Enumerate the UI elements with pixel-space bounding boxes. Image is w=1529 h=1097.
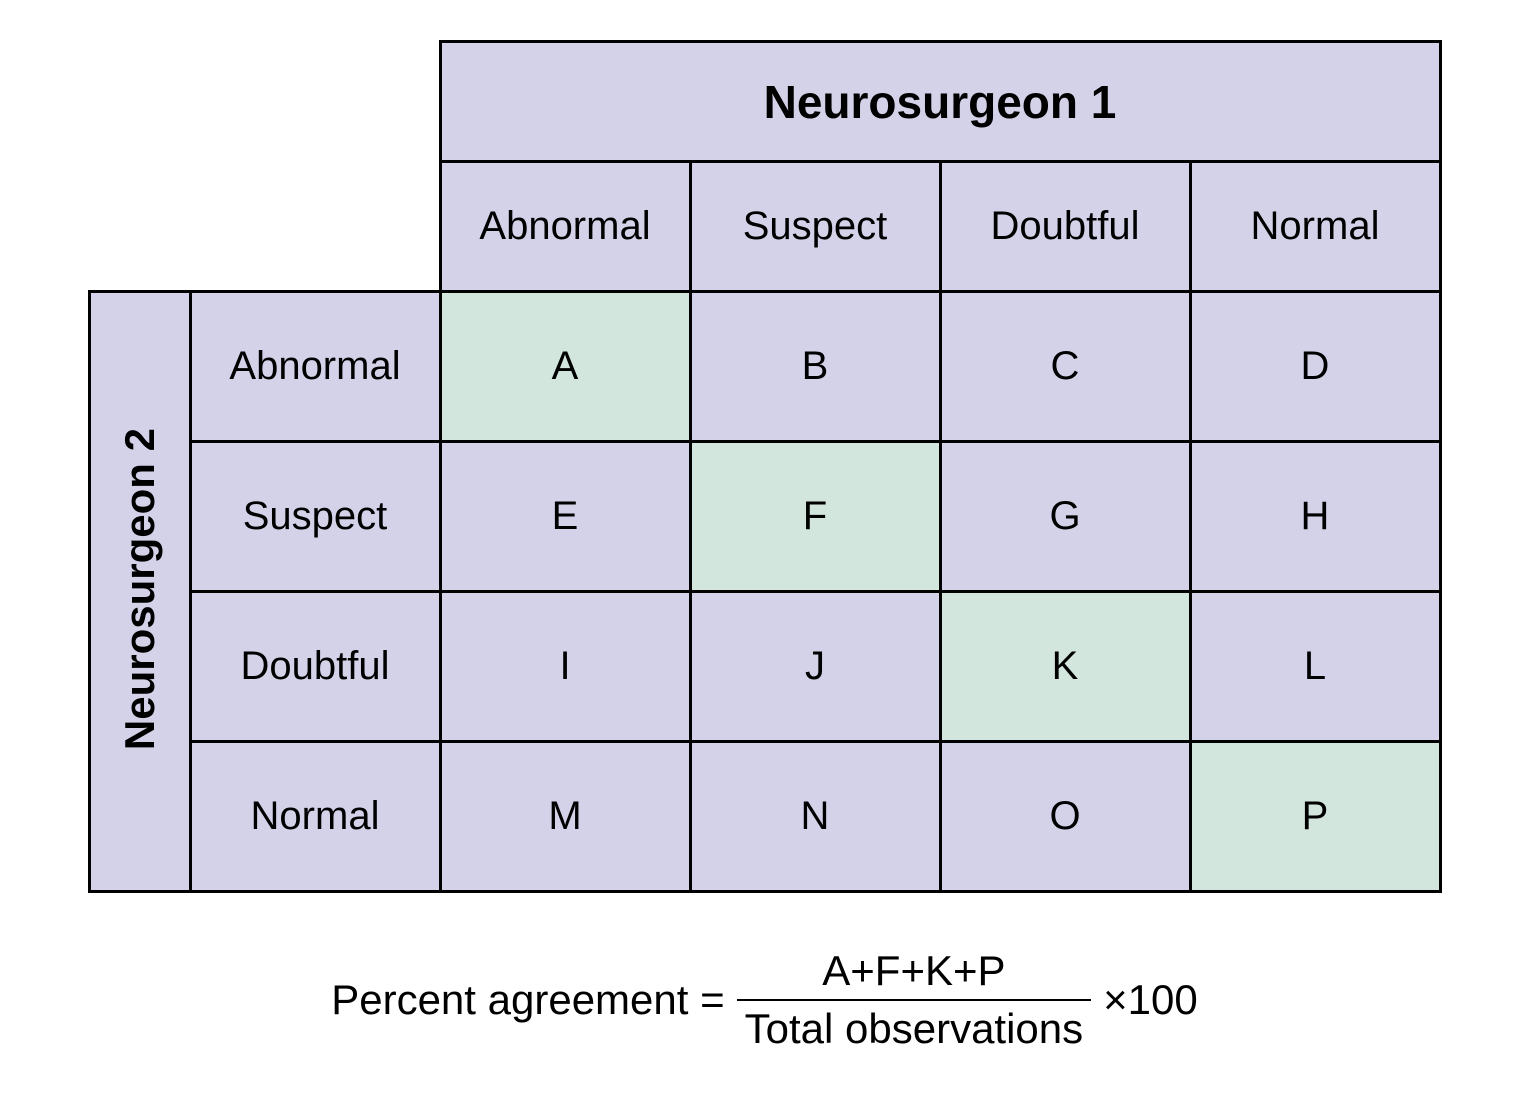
- formula-fraction: A+F+K+P Total observations: [737, 943, 1092, 1057]
- data-cell: K: [940, 592, 1190, 742]
- data-cell: F: [690, 442, 940, 592]
- data-cell: A: [440, 292, 690, 442]
- agreement-diagram: Neurosurgeon 1AbnormalSuspectDoubtfulNor…: [88, 40, 1442, 1057]
- data-cell: D: [1190, 292, 1440, 442]
- data-cell: O: [940, 742, 1190, 892]
- row-header: Normal: [190, 742, 440, 892]
- data-cell: G: [940, 442, 1190, 592]
- table-wrap: Neurosurgeon 1AbnormalSuspectDoubtfulNor…: [88, 40, 1442, 893]
- data-cell: J: [690, 592, 940, 742]
- row-header: Doubtful: [190, 592, 440, 742]
- data-cell: I: [440, 592, 690, 742]
- row-group-header: Neurosurgeon 2: [89, 292, 190, 892]
- data-cell: E: [440, 442, 690, 592]
- formula-numerator: A+F+K+P: [814, 943, 1013, 999]
- col-header: Normal: [1190, 162, 1440, 292]
- formula-denominator: Total observations: [737, 1001, 1092, 1057]
- data-cell: H: [1190, 442, 1440, 592]
- formula-rhs: ×100: [1103, 976, 1198, 1024]
- row-header: Abnormal: [190, 292, 440, 442]
- data-cell: M: [440, 742, 690, 892]
- data-cell: C: [940, 292, 1190, 442]
- agreement-table: Neurosurgeon 1AbnormalSuspectDoubtfulNor…: [88, 40, 1442, 893]
- col-header: Abnormal: [440, 162, 690, 292]
- data-cell: B: [690, 292, 940, 442]
- row-header: Suspect: [190, 442, 440, 592]
- formula-lhs: Percent agreement =: [331, 976, 724, 1024]
- data-cell: P: [1190, 742, 1440, 892]
- data-cell: N: [690, 742, 940, 892]
- percent-agreement-formula: Percent agreement = A+F+K+P Total observ…: [331, 943, 1198, 1057]
- col-header: Suspect: [690, 162, 940, 292]
- col-group-header: Neurosurgeon 1: [440, 42, 1440, 162]
- col-header: Doubtful: [940, 162, 1190, 292]
- data-cell: L: [1190, 592, 1440, 742]
